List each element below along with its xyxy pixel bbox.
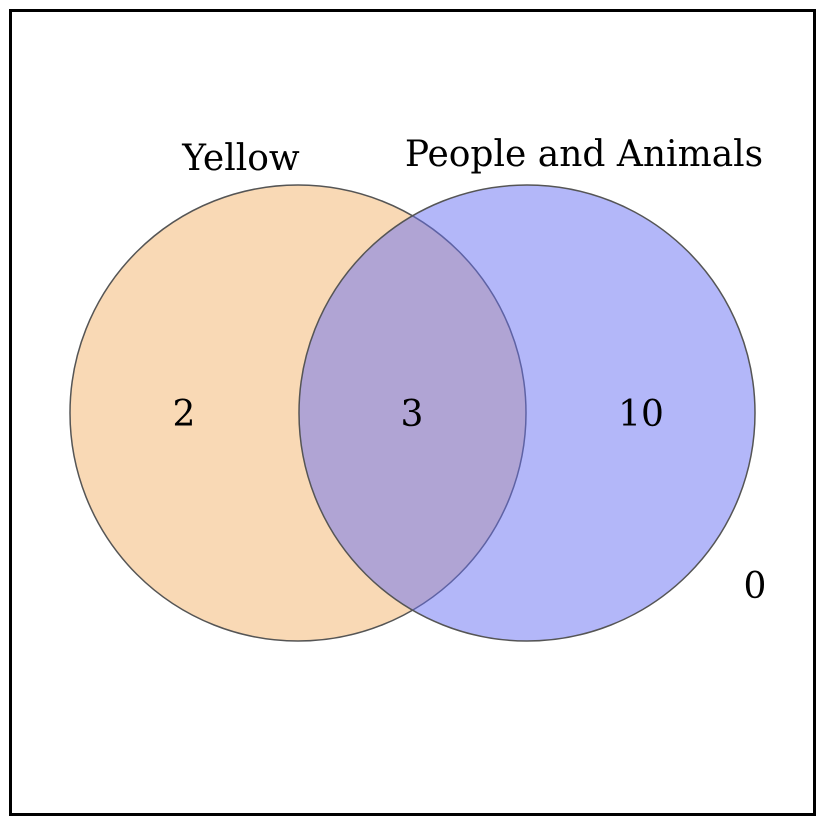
universe-frame [9,9,816,816]
set-b-label: People and Animals [405,134,763,175]
outside-count: 0 [744,566,767,607]
set-a-label: Yellow [181,138,300,179]
set-b-circle [298,184,756,642]
only-b-count: 10 [618,394,664,435]
only-a-count: 2 [173,394,196,435]
intersection-count: 3 [401,394,424,435]
